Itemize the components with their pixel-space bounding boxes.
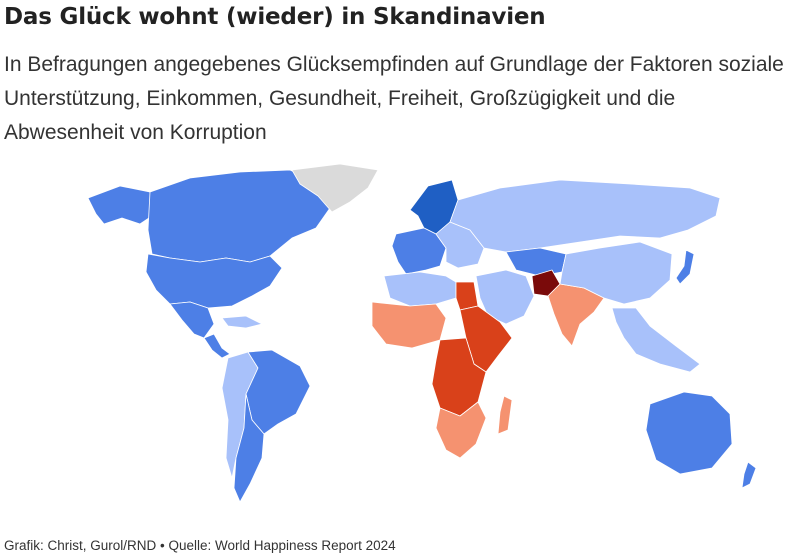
region-madagascar <box>497 395 513 435</box>
region-russia <box>449 179 721 253</box>
region-usa <box>145 253 283 309</box>
region-australia <box>645 391 733 475</box>
region-west-africa <box>371 301 447 349</box>
region-egypt <box>455 281 479 311</box>
region-brazil <box>245 349 311 435</box>
chart-title: Das Glück wohnt (wieder) in Skandinavien <box>4 4 546 30</box>
region-mexico <box>169 301 215 339</box>
region-japan <box>675 249 695 285</box>
world-map <box>87 163 757 503</box>
region-southeast-asia <box>611 307 701 373</box>
source-note: Grafik: Christ, Gurol/RND • Quelle: Worl… <box>4 538 396 553</box>
region-north-africa <box>383 271 457 307</box>
region-alaska <box>87 185 153 225</box>
region-china <box>559 241 673 305</box>
region-southern-africa <box>435 401 487 459</box>
region-central-asia <box>505 247 567 277</box>
region-middle-east <box>475 269 535 325</box>
region-caribbean <box>221 315 263 329</box>
chart-subtitle: In Befragungen angegebenes Glücksempfind… <box>4 53 784 144</box>
region-southern-cone <box>233 393 265 503</box>
region-new-zealand <box>741 461 757 489</box>
region-western-europe <box>391 227 447 275</box>
region-central-america <box>203 333 231 359</box>
region-greenland <box>291 163 379 213</box>
